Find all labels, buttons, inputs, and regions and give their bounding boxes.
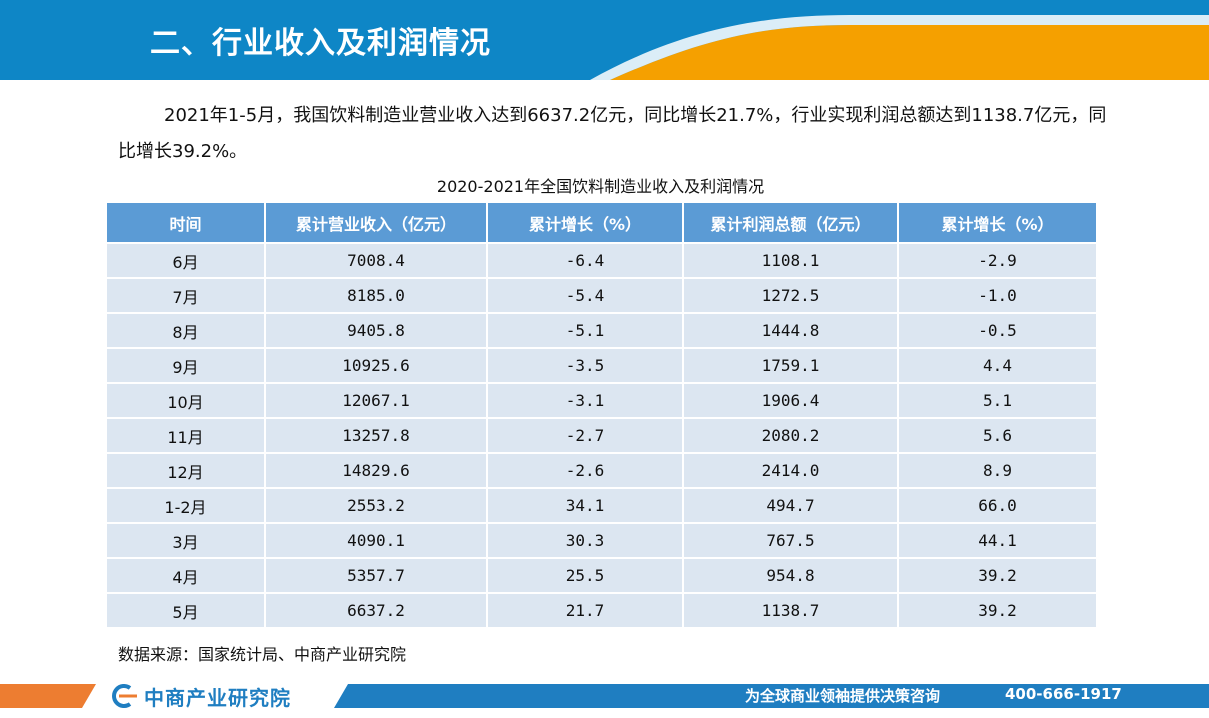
cell-revenue: 8185.0	[264, 277, 488, 314]
cell-time: 8月	[105, 312, 266, 349]
cell-time: 5月	[105, 592, 266, 629]
cell-revenue: 2553.2	[264, 487, 488, 524]
cell-profit: 1138.7	[682, 592, 899, 629]
cell-profit-growth: -2.9	[897, 242, 1098, 279]
cell-revenue: 5357.7	[264, 557, 488, 594]
header-profit-growth: 累计增长（%）	[897, 201, 1098, 244]
cell-time: 3月	[105, 522, 266, 559]
summary-text: 2021年1-5月，我国饮料制造业营业收入达到6637.2亿元，同比增长21.7…	[118, 105, 1107, 162]
cell-revenue: 7008.4	[264, 242, 488, 279]
cell-time: 6月	[105, 242, 266, 279]
header-profit: 累计利润总额（亿元）	[682, 201, 899, 244]
cell-revenue: 6637.2	[264, 592, 488, 629]
cell-time: 7月	[105, 277, 266, 314]
header-background	[0, 0, 1209, 80]
cell-revenue-growth: 21.7	[486, 592, 684, 629]
cell-revenue-growth: -3.1	[486, 382, 684, 419]
revenue-profit-table: 时间 累计营业收入（亿元） 累计增长（%） 累计利润总额（亿元） 累计增长（%）…	[105, 201, 1098, 629]
header-banner: 二、行业收入及利润情况	[0, 0, 1209, 80]
cell-profit-growth: 8.9	[897, 452, 1098, 489]
footer-banner	[0, 680, 1209, 718]
table-row: 10月 12067.1 -3.1 1906.4 5.1	[105, 382, 1098, 419]
cell-revenue: 13257.8	[264, 417, 488, 454]
table-row: 8月 9405.8 -5.1 1444.8 -0.5	[105, 312, 1098, 349]
cell-profit-growth: 66.0	[897, 487, 1098, 524]
cell-revenue: 12067.1	[264, 382, 488, 419]
table-row: 5月 6637.2 21.7 1138.7 39.2	[105, 592, 1098, 629]
cell-profit: 1272.5	[682, 277, 899, 314]
cell-profit-growth: 44.1	[897, 522, 1098, 559]
cell-profit: 954.8	[682, 557, 899, 594]
company-logo: 中商产业研究院	[110, 683, 291, 710]
cell-revenue: 9405.8	[264, 312, 488, 349]
data-source-note: 数据来源：国家统计局、中商产业研究院	[118, 645, 407, 664]
table-row: 4月 5357.7 25.5 954.8 39.2	[105, 557, 1098, 594]
cell-revenue-growth: -5.4	[486, 277, 684, 314]
cell-profit-growth: -0.5	[897, 312, 1098, 349]
table-header-row: 时间 累计营业收入（亿元） 累计增长（%） 累计利润总额（亿元） 累计增长（%）	[105, 201, 1098, 244]
cell-time: 9月	[105, 347, 266, 384]
cell-revenue-growth: -2.6	[486, 452, 684, 489]
cell-time: 1-2月	[105, 487, 266, 524]
footer-slogan: 为全球商业领袖提供决策咨询	[745, 687, 941, 705]
cell-revenue-growth: -2.7	[486, 417, 684, 454]
cell-profit-growth: -1.0	[897, 277, 1098, 314]
table-row: 9月 10925.6 -3.5 1759.1 4.4	[105, 347, 1098, 384]
cell-revenue: 4090.1	[264, 522, 488, 559]
table-row: 11月 13257.8 -2.7 2080.2 5.6	[105, 417, 1098, 454]
summary-paragraph: 2021年1-5月，我国饮料制造业营业收入达到6637.2亿元，同比增长21.7…	[118, 98, 1108, 170]
logo-text: 中商产业研究院	[144, 685, 291, 710]
table-caption: 2020-2021年全国饮料制造业收入及利润情况	[436, 177, 765, 196]
cell-revenue-growth: 30.3	[486, 522, 684, 559]
header-time: 时间	[105, 201, 266, 244]
c-swoosh-logo-icon	[112, 684, 137, 708]
cell-profit: 494.7	[682, 487, 899, 524]
cell-revenue: 10925.6	[264, 347, 488, 384]
cell-revenue-growth: -5.1	[486, 312, 684, 349]
footer-phone: 400-666-1917	[1005, 685, 1122, 703]
cell-profit-growth: 5.1	[897, 382, 1098, 419]
cell-time: 11月	[105, 417, 266, 454]
cell-profit: 2414.0	[682, 452, 899, 489]
table-row: 3月 4090.1 30.3 767.5 44.1	[105, 522, 1098, 559]
table-row: 1-2月 2553.2 34.1 494.7 66.0	[105, 487, 1098, 524]
cell-profit: 767.5	[682, 522, 899, 559]
cell-revenue-growth: -6.4	[486, 242, 684, 279]
cell-profit: 2080.2	[682, 417, 899, 454]
cell-time: 10月	[105, 382, 266, 419]
cell-profit: 1906.4	[682, 382, 899, 419]
cell-profit-growth: 5.6	[897, 417, 1098, 454]
cell-profit: 1108.1	[682, 242, 899, 279]
table-row: 7月 8185.0 -5.4 1272.5 -1.0	[105, 277, 1098, 314]
cell-time: 12月	[105, 452, 266, 489]
header-revenue: 累计营业收入（亿元）	[264, 201, 488, 244]
cell-profit-growth: 39.2	[897, 557, 1098, 594]
page-title: 二、行业收入及利润情况	[150, 26, 491, 61]
cell-revenue: 14829.6	[264, 452, 488, 489]
cell-revenue-growth: 34.1	[486, 487, 684, 524]
header-revenue-growth: 累计增长（%）	[486, 201, 684, 244]
table-row: 12月 14829.6 -2.6 2414.0 8.9	[105, 452, 1098, 489]
cell-profit-growth: 39.2	[897, 592, 1098, 629]
table-row: 6月 7008.4 -6.4 1108.1 -2.9	[105, 242, 1098, 279]
cell-profit: 1444.8	[682, 312, 899, 349]
cell-revenue-growth: -3.5	[486, 347, 684, 384]
cell-revenue-growth: 25.5	[486, 557, 684, 594]
cell-profit-growth: 4.4	[897, 347, 1098, 384]
cell-time: 4月	[105, 557, 266, 594]
footer-background	[0, 684, 1209, 708]
cell-profit: 1759.1	[682, 347, 899, 384]
